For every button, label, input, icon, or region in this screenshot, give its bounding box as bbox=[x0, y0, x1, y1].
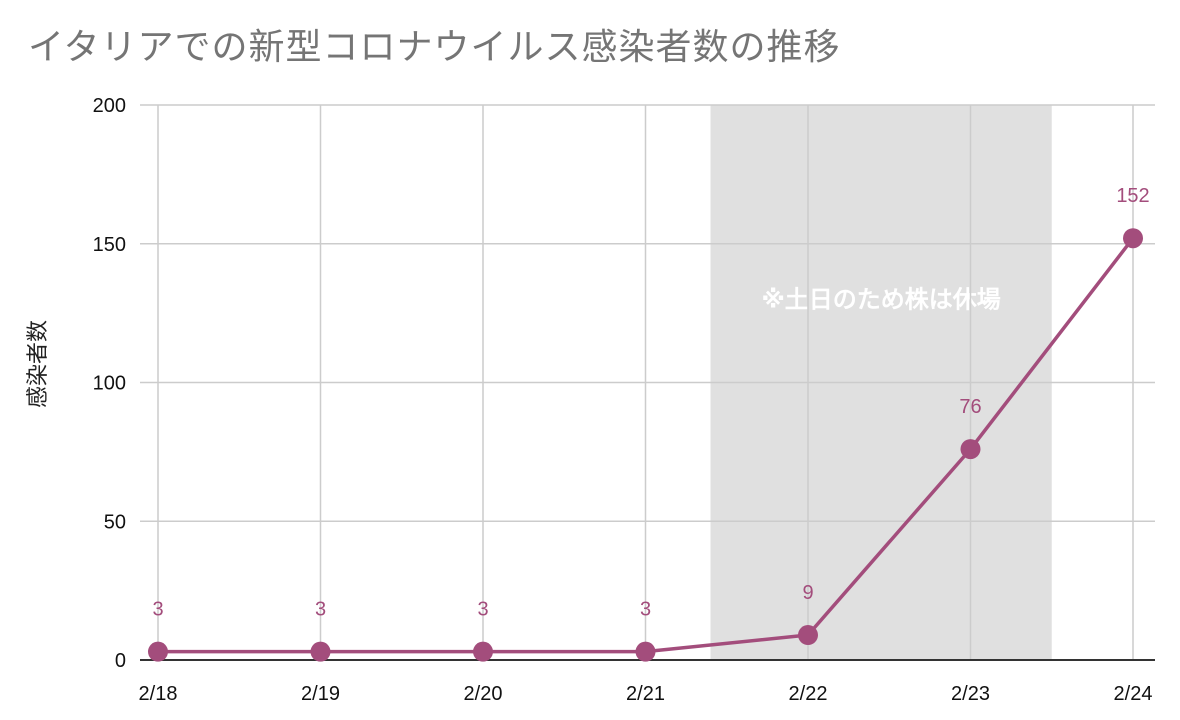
data-point bbox=[148, 641, 168, 662]
y-tick-label: 50 bbox=[104, 511, 126, 533]
data-label: 76 bbox=[959, 396, 981, 418]
highlight-annotation: ※土日のため株は休場 bbox=[761, 286, 1000, 314]
x-tick-label: 2/21 bbox=[626, 683, 665, 705]
x-tick-label: 2/23 bbox=[951, 683, 990, 705]
data-label: 9 bbox=[802, 582, 813, 604]
data-label: 3 bbox=[315, 599, 326, 621]
data-label: 152 bbox=[1116, 185, 1149, 207]
y-tick-label: 0 bbox=[115, 650, 126, 672]
data-point bbox=[473, 641, 493, 662]
y-tick-label: 200 bbox=[93, 95, 126, 117]
y-tick-label: 100 bbox=[93, 373, 126, 395]
data-point bbox=[310, 641, 331, 662]
x-tick-label: 2/18 bbox=[139, 683, 178, 705]
x-tick-label: 2/20 bbox=[464, 683, 503, 705]
x-tick-label: 2/22 bbox=[789, 683, 828, 705]
data-point bbox=[635, 641, 656, 662]
data-point bbox=[1123, 228, 1143, 249]
data-point bbox=[960, 439, 981, 460]
data-label: 3 bbox=[477, 599, 488, 621]
data-point bbox=[798, 625, 818, 646]
x-tick-label: 2/24 bbox=[1114, 683, 1153, 705]
chart-title: イタリアでの新型コロナウイルス感染者数の推移 bbox=[28, 27, 841, 68]
x-tick-label: 2/19 bbox=[301, 683, 340, 705]
data-label: 3 bbox=[640, 599, 651, 621]
y-tick-label: 150 bbox=[93, 234, 126, 256]
data-label: 3 bbox=[152, 599, 163, 621]
